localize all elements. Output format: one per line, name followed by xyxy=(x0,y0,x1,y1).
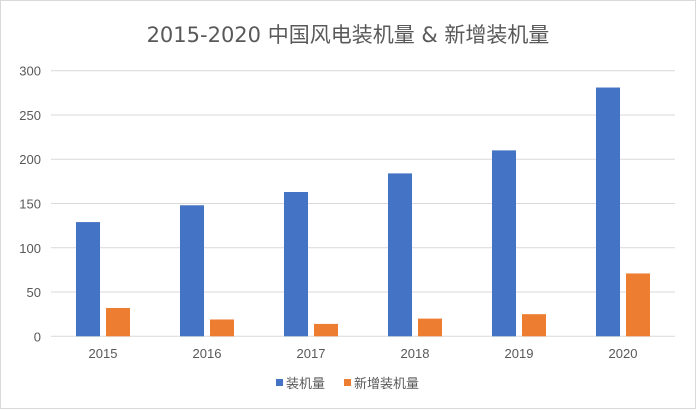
bar-new-2017 xyxy=(314,323,338,337)
x-tick-label: 2017 xyxy=(297,346,326,361)
y-tick-label: 100 xyxy=(19,241,41,256)
legend-swatch xyxy=(344,379,351,386)
x-tick-label: 2019 xyxy=(505,346,534,361)
bar-installed-2017 xyxy=(284,191,308,337)
y-tick-label: 0 xyxy=(34,329,41,344)
bar-installed-2015 xyxy=(76,222,100,337)
y-tick-label: 50 xyxy=(27,285,41,300)
bar-installed-2019 xyxy=(492,150,516,337)
bar-installed-2020 xyxy=(596,87,620,337)
bar-new-2016 xyxy=(210,319,234,337)
x-tick-label: 2020 xyxy=(609,346,638,361)
y-tick-label: 150 xyxy=(19,197,41,212)
x-tick-label: 2018 xyxy=(401,346,430,361)
bar-installed-2016 xyxy=(180,205,204,337)
x-tick-label: 2016 xyxy=(193,346,222,361)
bar-new-2015 xyxy=(106,307,130,337)
bar-new-2018 xyxy=(418,318,442,337)
bar-new-2019 xyxy=(522,314,546,337)
legend-label: 新增装机量 xyxy=(354,376,419,392)
bar-installed-2018 xyxy=(388,173,412,337)
legend-label: 装机量 xyxy=(286,377,325,392)
y-tick-label: 250 xyxy=(19,108,41,123)
x-tick-label: 2015 xyxy=(89,346,118,361)
y-tick-label: 200 xyxy=(19,152,41,167)
y-tick-label: 300 xyxy=(19,64,41,79)
bar-new-2020 xyxy=(626,273,650,337)
chart-title: 2015-2020 中国风电装机量 & 新增装机量 xyxy=(146,23,550,47)
legend-swatch xyxy=(276,379,283,386)
